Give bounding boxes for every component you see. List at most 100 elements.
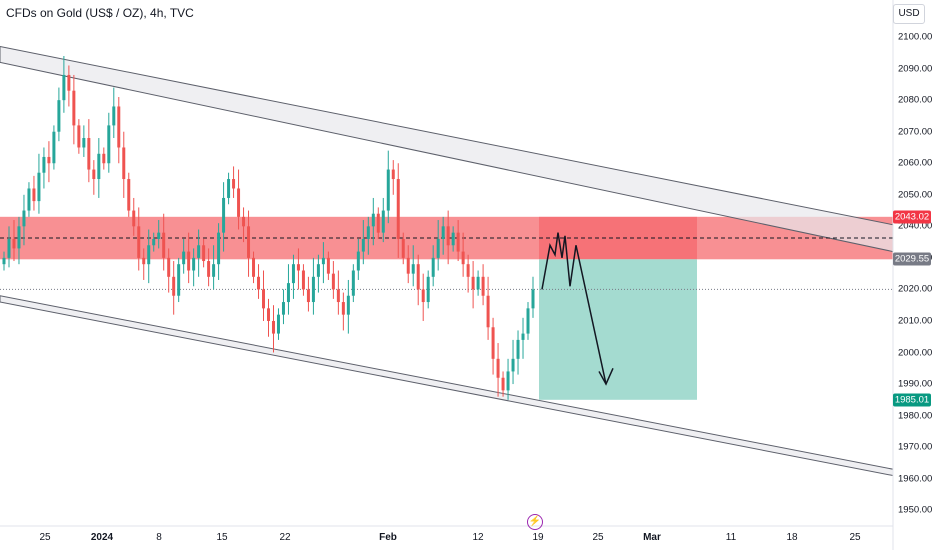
candle-body	[371, 213, 375, 227]
candle-body	[381, 210, 385, 233]
projection-line	[541, 232, 607, 385]
time-tick-label: Mar	[643, 532, 661, 543]
candle-body	[217, 232, 221, 265]
candle-body	[242, 216, 246, 227]
channel-lines	[0, 46, 894, 477]
candle-body	[296, 264, 300, 271]
time-tick-label: 19	[532, 532, 544, 543]
candle-body	[401, 238, 405, 258]
candle-body	[257, 276, 261, 290]
candle-body	[232, 179, 236, 189]
time-tick-label: 2024	[90, 532, 114, 543]
candle-body	[222, 197, 226, 233]
currency-button[interactable]: USD	[893, 4, 925, 24]
price-tick-label: 2100.00	[898, 31, 932, 43]
candle-body	[12, 238, 16, 249]
lower-channel-band	[0, 295, 894, 477]
candle-body	[461, 251, 465, 265]
candle-body	[147, 245, 151, 265]
candle-body	[396, 179, 400, 239]
candle-body	[42, 156, 46, 173]
price-tick-label: 1990.00	[898, 378, 932, 390]
candle-body	[212, 264, 216, 277]
time-tick-label: 18	[786, 532, 798, 543]
candle-body	[127, 179, 131, 211]
candle-body	[411, 264, 415, 274]
candle-body	[137, 226, 141, 258]
price-tick-label: 2060.00	[898, 157, 932, 169]
candle-body	[192, 257, 196, 271]
candle-body	[182, 251, 186, 265]
time-tick-label: 25	[849, 532, 861, 543]
candle-body	[157, 232, 161, 239]
candle-body	[521, 333, 525, 340]
candle-body	[37, 172, 41, 202]
candle-body	[82, 138, 86, 148]
price-tag-red: 2043.02	[893, 210, 931, 224]
candle-body	[172, 276, 176, 296]
candle-body	[491, 327, 495, 359]
price-tick-label: 1950.00	[898, 504, 932, 516]
price-tick-label: 2040.00	[898, 220, 932, 232]
candle-body	[331, 273, 335, 290]
candle-body	[291, 264, 295, 284]
price-tick-label: 2000.00	[898, 347, 932, 358]
candle-body	[496, 358, 500, 378]
candle-body	[77, 125, 81, 148]
candle-body	[441, 226, 445, 239]
candle-body	[112, 106, 116, 126]
candle-body	[511, 358, 515, 372]
candle-body	[321, 257, 325, 265]
candle-body	[336, 289, 340, 303]
candle-body	[341, 302, 345, 315]
candle-body	[22, 210, 26, 227]
candle-body	[167, 257, 171, 277]
candle-body	[526, 308, 530, 334]
candle-body	[202, 245, 206, 262]
price-tick-label: 2080.00	[898, 94, 932, 106]
candle-body	[481, 276, 485, 296]
candle-body	[27, 188, 31, 211]
candle-body	[152, 238, 156, 246]
candle-body	[97, 153, 101, 180]
flash-icon[interactable]: ⚡	[527, 514, 543, 530]
candle-body	[247, 226, 251, 258]
candle-body	[506, 371, 510, 391]
time-tick-label: 11	[725, 532, 737, 543]
price-tick-label: 2020.00	[898, 283, 932, 295]
candle-body	[306, 289, 310, 303]
price-tick-label: 1970.00	[898, 441, 932, 453]
candle-body	[346, 295, 350, 315]
chart-zones	[0, 216, 893, 400]
candle-body	[132, 210, 136, 227]
candle-body	[281, 302, 285, 315]
candle-body	[501, 377, 505, 391]
candle-body	[361, 238, 365, 252]
candle-body	[436, 238, 440, 258]
price-tick-label: 2010.00	[898, 315, 932, 327]
chart-title: CFDs on Gold (US$ / OZ), 4h, TVC	[6, 6, 194, 20]
candle-body	[516, 339, 520, 359]
price-tag-green: 1985.01	[893, 393, 931, 407]
candlesticks	[2, 56, 535, 400]
time-tick-label: 8	[156, 532, 162, 543]
candle-body	[162, 232, 166, 258]
candle-body	[17, 226, 21, 249]
time-tick-label: 25	[39, 532, 51, 543]
candle-body	[52, 131, 56, 164]
candle-body	[187, 251, 191, 271]
candle-body	[356, 251, 360, 271]
candle-body	[142, 257, 146, 265]
candle-body	[366, 226, 370, 239]
candle-body	[262, 289, 266, 309]
candle-body	[197, 245, 201, 258]
price-tick-label: 1980.00	[898, 410, 932, 422]
projection-path	[541, 232, 614, 386]
candle-body	[92, 169, 96, 180]
candle-body	[122, 147, 126, 180]
candle-body	[376, 213, 380, 233]
candle-body	[416, 264, 420, 290]
candle-body	[486, 295, 490, 328]
candle-body	[107, 125, 111, 164]
